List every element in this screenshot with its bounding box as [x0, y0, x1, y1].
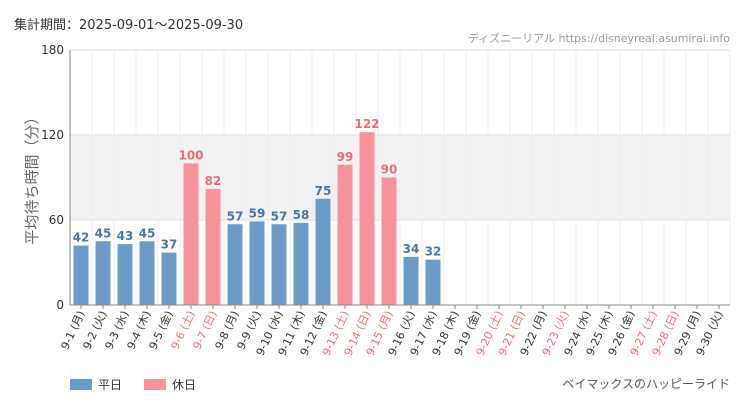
legend-label-holiday: 休日	[172, 378, 197, 392]
y-tick-label: 180	[41, 43, 64, 57]
attraction-name: ベイマックスのハッピーライド	[562, 377, 730, 391]
bar	[315, 198, 331, 305]
bar	[403, 256, 419, 305]
y-tick-label: 60	[49, 213, 64, 227]
y-tick-label: 0	[56, 298, 64, 312]
bar-value-label: 34	[403, 242, 420, 256]
bar	[249, 221, 265, 305]
bar-value-label: 100	[178, 148, 203, 162]
bar	[183, 163, 199, 305]
bar-value-label: 82	[205, 174, 222, 188]
bar-value-label: 37	[161, 238, 178, 252]
bar	[161, 252, 177, 305]
bar-value-label: 43	[117, 229, 134, 243]
bar-value-label: 32	[425, 245, 442, 259]
legend: 平日 休日	[70, 376, 196, 393]
bar	[205, 188, 221, 305]
bar-value-label: 122	[354, 117, 379, 131]
bar	[139, 241, 155, 305]
legend-item-holiday: 休日	[144, 376, 196, 393]
bar-value-label: 99	[337, 150, 354, 164]
bar	[271, 224, 287, 305]
legend-label-weekday: 平日	[98, 378, 123, 392]
y-tick-label: 120	[41, 128, 64, 142]
bar-value-label: 90	[381, 163, 398, 177]
bar-value-label: 75	[315, 184, 332, 198]
bar	[381, 177, 397, 305]
bar	[95, 241, 111, 305]
legend-item-weekday: 平日	[70, 376, 122, 393]
bar-value-label: 45	[95, 226, 112, 240]
period-label: 集計期間：2025-09-01～2025-09-30	[14, 18, 244, 33]
y-axis-label: 平均待ち時間（分）	[23, 109, 41, 244]
bar	[73, 245, 89, 305]
bar-value-label: 58	[293, 208, 310, 222]
bar	[117, 244, 133, 305]
bar	[359, 132, 375, 305]
bar-value-label: 45	[139, 226, 156, 240]
bar-value-label: 57	[227, 209, 244, 223]
bar	[337, 164, 353, 305]
bar-value-label: 57	[271, 209, 288, 223]
bar-value-label: 59	[249, 206, 266, 220]
bar	[425, 259, 441, 305]
legend-swatch-holiday	[144, 379, 167, 390]
bar	[293, 222, 309, 305]
legend-swatch-weekday	[70, 379, 92, 390]
site-credit: ディズニーリアル https://disneyreal.asumirai.inf…	[467, 32, 730, 45]
bar	[227, 224, 243, 305]
bar-value-label: 42	[73, 231, 90, 245]
